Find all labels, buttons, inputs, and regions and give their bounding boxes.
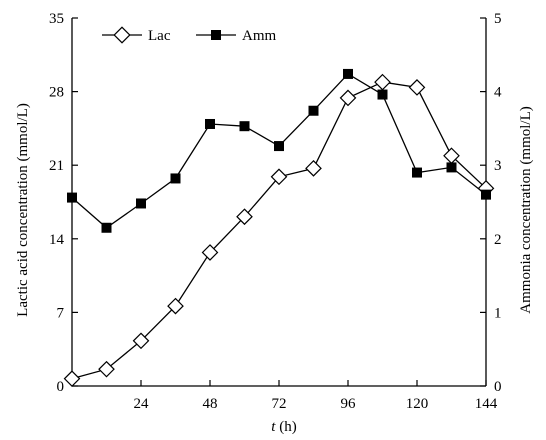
y-left-tick-label: 28 — [49, 85, 64, 101]
data-point-amm — [343, 68, 353, 79]
x-axis-title-var: t — [271, 419, 276, 435]
legend-marker-amm — [211, 30, 221, 40]
markers — [63, 68, 495, 387]
data-point-amm — [412, 167, 422, 178]
legend-label-amm: Amm — [242, 28, 277, 44]
y-right-tick-label: 1 — [494, 305, 502, 321]
legend-marker-lac — [113, 26, 131, 44]
y-right-tick-label: 3 — [494, 158, 502, 174]
x-tick-label: 120 — [406, 396, 429, 412]
data-point-amm — [377, 89, 388, 100]
axes — [71, 18, 487, 387]
data-point-amm — [481, 189, 491, 200]
y-left-tick-label: 21 — [49, 158, 64, 174]
x-tick-label: 24 — [134, 396, 150, 412]
legend-item-lac: Lac — [102, 26, 171, 44]
y-left-tick-label: 14 — [49, 232, 65, 248]
y-axis-right-title: Ammonia concentration (mmol/L) — [518, 106, 534, 313]
y-left-tick-label: 35 — [49, 11, 64, 27]
legend: Lac Amm — [102, 26, 277, 44]
y-right-tick-label: 0 — [494, 379, 502, 395]
y-left-tick-label: 7 — [57, 305, 65, 321]
data-point-lac — [63, 370, 81, 387]
data-point-amm — [274, 141, 284, 152]
data-point-amm — [101, 222, 112, 233]
x-tick-label: 48 — [203, 396, 218, 412]
data-point-lac — [408, 79, 426, 96]
data-point-lac — [98, 360, 115, 378]
data-point-lac — [374, 73, 391, 91]
data-point-amm — [308, 105, 319, 116]
y-right-tick-label: 2 — [494, 232, 502, 248]
data-point-amm — [67, 192, 77, 203]
data-point-lac — [339, 89, 357, 107]
series-lines — [71, 73, 487, 380]
data-point-lac — [201, 244, 219, 261]
x-axis-title: t (h) — [271, 419, 296, 435]
x-tick-label: 72 — [272, 396, 287, 412]
x-tick-label: 96 — [341, 396, 357, 412]
y-right-tick-label: 5 — [494, 11, 502, 27]
data-point-amm — [446, 162, 457, 173]
data-point-amm — [170, 173, 181, 184]
x-axis-title-unit: (h) — [275, 419, 296, 435]
data-point-lac — [236, 208, 253, 226]
data-point-amm — [136, 198, 146, 209]
series-line-lac — [71, 81, 487, 380]
y-axis-left-title: Lactic acid concentration (mmol/L) — [15, 103, 31, 317]
y-left-tick-label: 0 — [57, 379, 65, 395]
y-right-tick-label: 4 — [494, 85, 502, 101]
data-point-lac — [132, 332, 150, 350]
data-point-lac — [167, 297, 184, 315]
data-point-lac — [270, 168, 288, 186]
x-tick-label: 144 — [475, 396, 498, 412]
data-point-lac — [305, 160, 322, 177]
data-point-amm — [239, 121, 250, 132]
legend-item-amm: Amm — [196, 28, 277, 44]
data-point-amm — [205, 118, 215, 129]
legend-label-lac: Lac — [148, 28, 171, 44]
